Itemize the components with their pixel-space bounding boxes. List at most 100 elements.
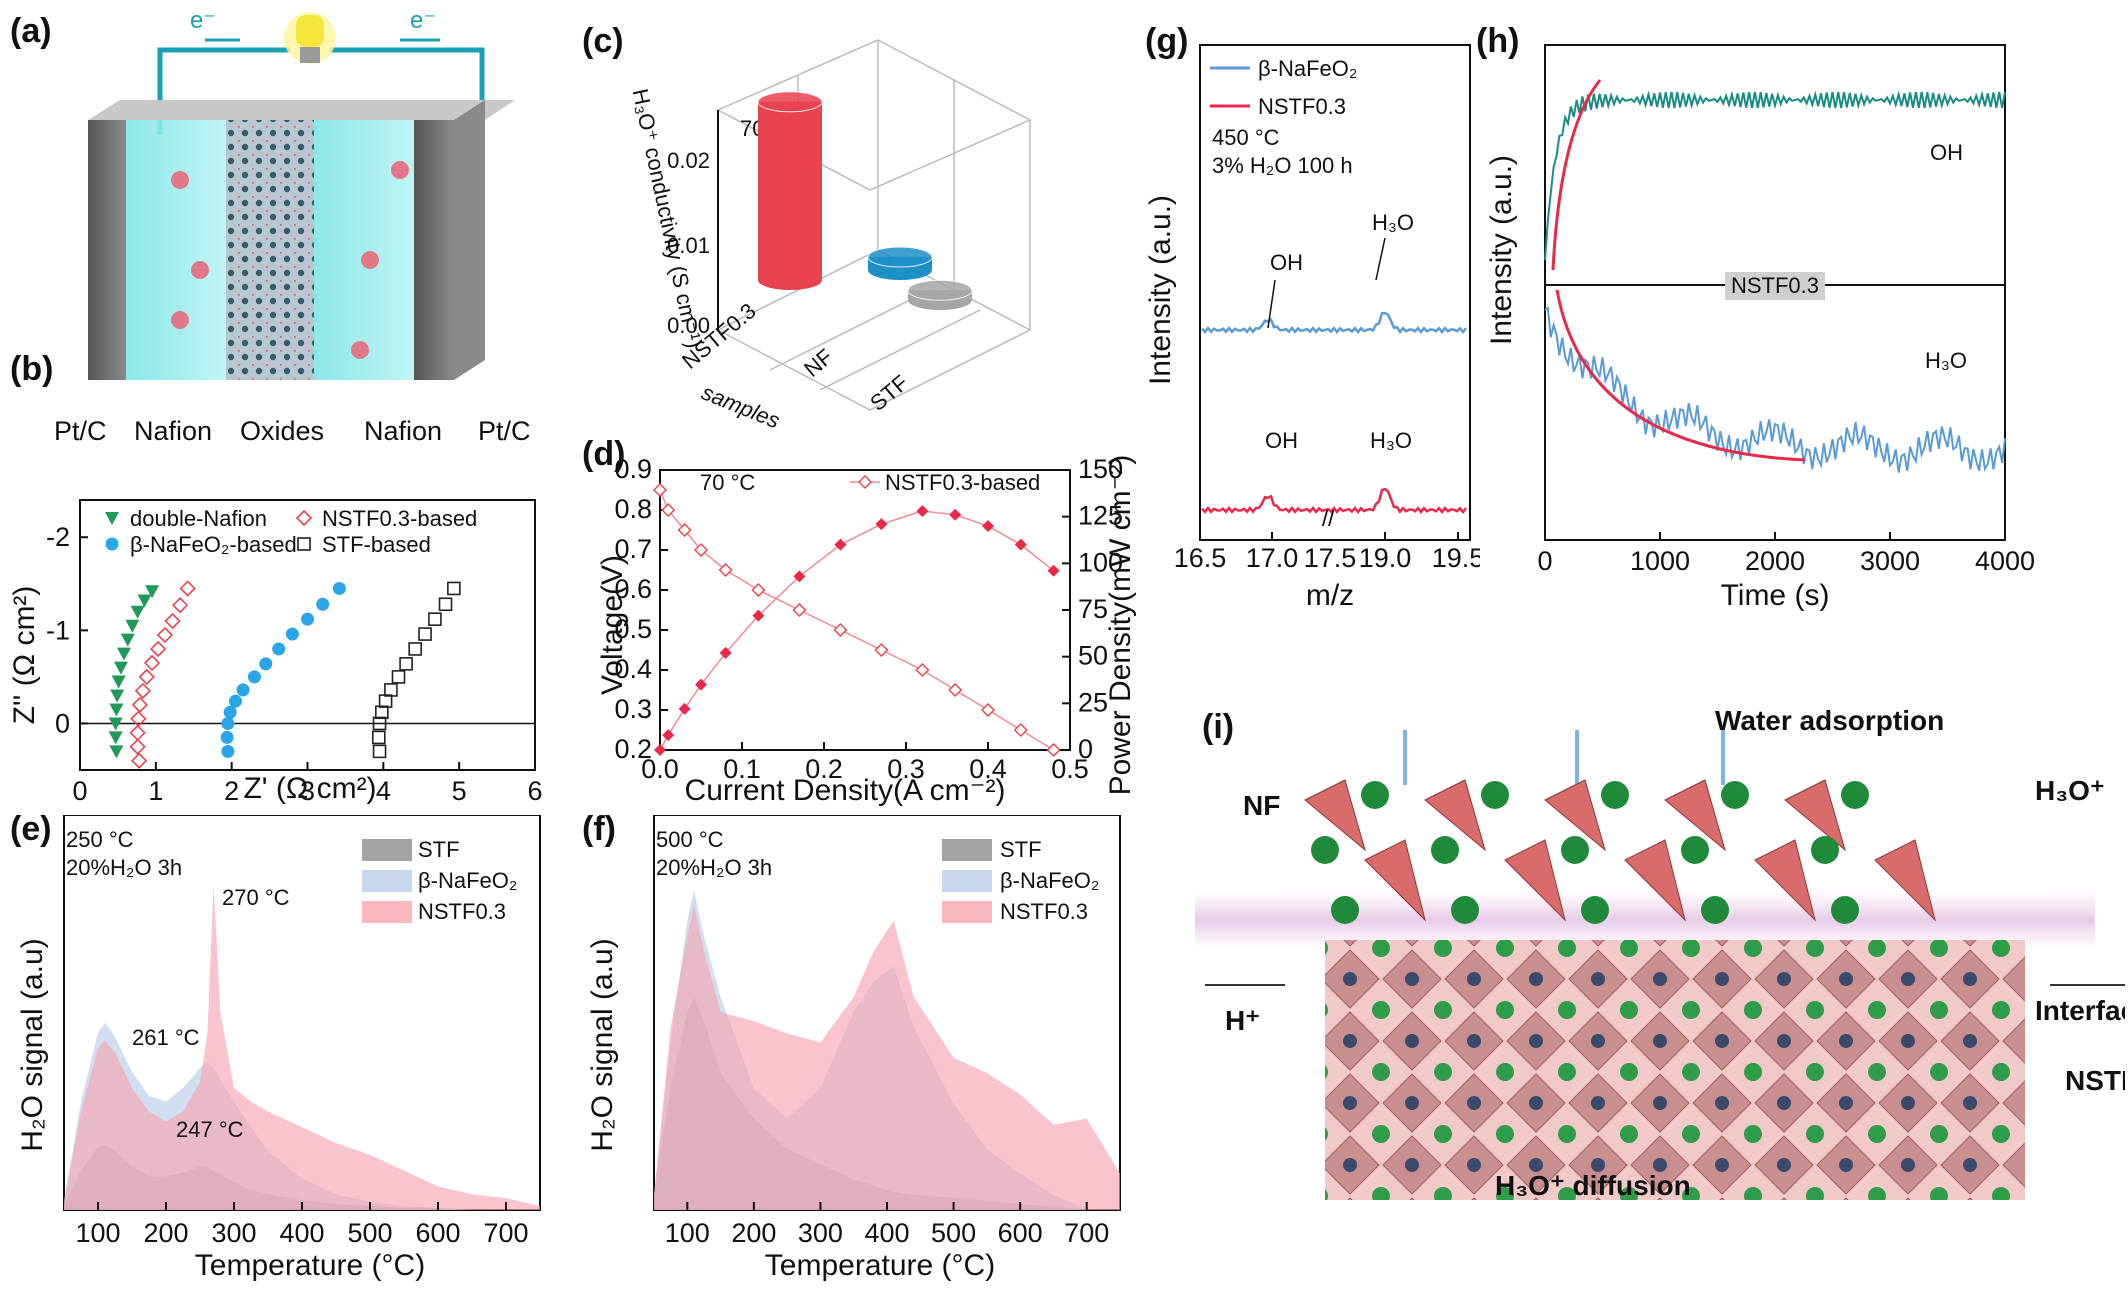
g-ann-3: H₃O bbox=[1372, 210, 1414, 235]
g-xticks-marks bbox=[1199, 532, 1459, 540]
layer-label-ptc-right: Pt/C bbox=[478, 416, 531, 446]
i-h-label: H⁺ bbox=[1225, 1005, 1260, 1036]
g-xtick-4: 19.5 bbox=[1432, 543, 1480, 573]
b-legend-0: double-Nafion bbox=[130, 506, 267, 531]
i-diffusion-label: H₃O⁺ diffusion bbox=[1495, 1170, 1691, 1201]
e-plot-xtick-3: 400 bbox=[279, 1218, 324, 1248]
b-point-s0-6 bbox=[113, 661, 128, 675]
panel-label-d: (d) bbox=[582, 435, 626, 473]
d-xtick-3: 0.3 bbox=[887, 754, 925, 784]
b-point-s3-6 bbox=[391, 670, 406, 684]
d-power-line bbox=[659, 510, 1055, 751]
d-voltage-point-9 bbox=[915, 663, 930, 677]
b-point-s1-2 bbox=[129, 724, 146, 741]
panel-label-c: (c) bbox=[582, 22, 624, 60]
b-point-s3-7 bbox=[399, 657, 413, 671]
b-point-s3-10 bbox=[428, 612, 442, 626]
panel-g-ms: β-NaFeO₂ NSTF0.3 450 °C 3% H₂O 100 h OH … bbox=[1144, 44, 1480, 612]
g-ann-0: 450 °C bbox=[1212, 125, 1280, 150]
b-point-s3-1 bbox=[371, 730, 386, 745]
nafion-right bbox=[314, 120, 414, 380]
e-plot-legend-swatch-0 bbox=[362, 839, 412, 861]
g-ann-2: OH bbox=[1270, 250, 1303, 275]
d-voltage-point-12 bbox=[1013, 723, 1028, 737]
panel-i-schematic: Water adsorption NF H₃O⁺ H⁺ Interface NS… bbox=[1195, 705, 2125, 1201]
e-plot-xtick-4: 500 bbox=[347, 1218, 392, 1248]
b-point-s1-3 bbox=[130, 710, 147, 727]
i-nf-layer bbox=[1304, 779, 1936, 924]
wire-right bbox=[330, 47, 485, 120]
b-point-s0-3 bbox=[109, 703, 124, 717]
panel-b-nyquist: 0 1 2 3 4 5 6 0 -1 -2 Z'' (Ω cm²) Z' (Ω cm²) doub… bbox=[8, 499, 543, 806]
f-plot-xtick-3: 400 bbox=[864, 1218, 909, 1248]
layer-label-nafion-right: Nafion bbox=[364, 416, 442, 446]
d-frame bbox=[659, 469, 1071, 751]
d-xtick-1: 0.1 bbox=[723, 754, 761, 784]
g-xtick-0: 16.5 bbox=[1174, 543, 1227, 573]
cell-top-face bbox=[88, 100, 515, 120]
d-ylabel: Voltage(V) bbox=[596, 555, 629, 695]
panel-label-i: (i) bbox=[1202, 708, 1235, 746]
panel-label-b: (b) bbox=[10, 350, 54, 388]
b-point-s0-12 bbox=[145, 585, 160, 599]
b-point-s0-8 bbox=[120, 633, 135, 647]
f-plot-legend-swatch-0 bbox=[942, 839, 992, 861]
f-legend-1: β-NaFeO₂ bbox=[1000, 868, 1099, 893]
f-ann-1: 20%H₂O 3h bbox=[656, 855, 772, 880]
d-power-point-9 bbox=[916, 505, 929, 518]
e-plot-xtick-1: 200 bbox=[143, 1218, 188, 1248]
g-trace-nstf bbox=[1201, 487, 1467, 515]
g-xtick-1: 17.0 bbox=[1246, 543, 1299, 573]
d-voltage-point-3 bbox=[694, 543, 708, 557]
c-bar-body-0 bbox=[758, 101, 822, 290]
h-xtick-0: 0 bbox=[1537, 546, 1552, 576]
d-voltage-point-13 bbox=[1046, 743, 1061, 757]
panel-d-polarization: 0.0 0.1 0.2 0.3 0.4 0.5 0.2 0.3 0.4 0.5 0.6 0.7 0.8 0… bbox=[596, 454, 1137, 807]
d-y2tick-2: 50 bbox=[1078, 641, 1108, 671]
b-point-s3-8 bbox=[408, 642, 422, 656]
b-point-s3-0 bbox=[372, 744, 387, 759]
b-ylabel: Z'' (Ω cm²) bbox=[8, 586, 41, 725]
b-point-s0-11 bbox=[137, 594, 152, 608]
b-xtick-3: 3 bbox=[300, 776, 315, 806]
d-ytick-5: 0.7 bbox=[614, 534, 652, 564]
c-bar-top-2 bbox=[907, 279, 973, 301]
d-xlabel: Current Density(A cm⁻²) bbox=[685, 774, 1006, 807]
d-voltage-point-7 bbox=[833, 623, 848, 637]
d-power-point-0 bbox=[654, 744, 666, 756]
e-xlabel: Temperature (°C) bbox=[195, 1249, 425, 1282]
f-plot-xtick-5: 600 bbox=[998, 1218, 1043, 1248]
d-ytick-1: 0.3 bbox=[614, 694, 652, 724]
g-frame bbox=[1199, 44, 1471, 541]
e-plot-xtick-2: 300 bbox=[211, 1218, 256, 1248]
d-ytick-6: 0.8 bbox=[614, 494, 652, 524]
d-legend-marker bbox=[858, 475, 872, 489]
f-ylabel: H₂O signal (a.u) bbox=[586, 938, 619, 1151]
h-label-box bbox=[1725, 272, 1825, 300]
b-point-s3-4 bbox=[378, 694, 393, 708]
b-point-s2-3 bbox=[223, 705, 237, 719]
e-plot-legend-swatch-2 bbox=[362, 901, 412, 923]
b-point-s0-2 bbox=[108, 717, 123, 731]
f-plot-legend-swatch-1 bbox=[942, 870, 992, 892]
b-xtick-6: 6 bbox=[527, 776, 542, 806]
c-ytick-0: 0.00 bbox=[667, 313, 710, 338]
layer-label-nafion-left: Nafion bbox=[134, 416, 212, 446]
d-xtick-0: 0.0 bbox=[641, 754, 679, 784]
d-voltage-point-5 bbox=[751, 583, 766, 597]
d-power-point-4 bbox=[719, 646, 732, 659]
b-point-s0-9 bbox=[125, 619, 140, 633]
d-ytick-7: 0.9 bbox=[614, 454, 652, 484]
e-ann-2: 270 °C bbox=[222, 885, 290, 910]
cell-side-face bbox=[454, 100, 485, 380]
panel-h-time: NSTF0.3 OH H₃O Intensity (a.u.) Time (s)… bbox=[1485, 44, 2035, 612]
d-annotation: 70 °C bbox=[700, 470, 755, 495]
i-h3o-label: H₃O⁺ bbox=[2035, 775, 2105, 806]
f-plot-xtick-6: 700 bbox=[1064, 1218, 1109, 1248]
b-xlabel: Z' (Ω cm²) bbox=[243, 772, 376, 805]
f-plot-xtick-1: 200 bbox=[731, 1218, 776, 1248]
b-point-s1-4 bbox=[131, 696, 149, 713]
b-ytick-2: -2 bbox=[46, 522, 70, 552]
e-legend-2: NSTF0.3 bbox=[418, 899, 506, 924]
f-legend-2: NSTF0.3 bbox=[1000, 899, 1088, 924]
